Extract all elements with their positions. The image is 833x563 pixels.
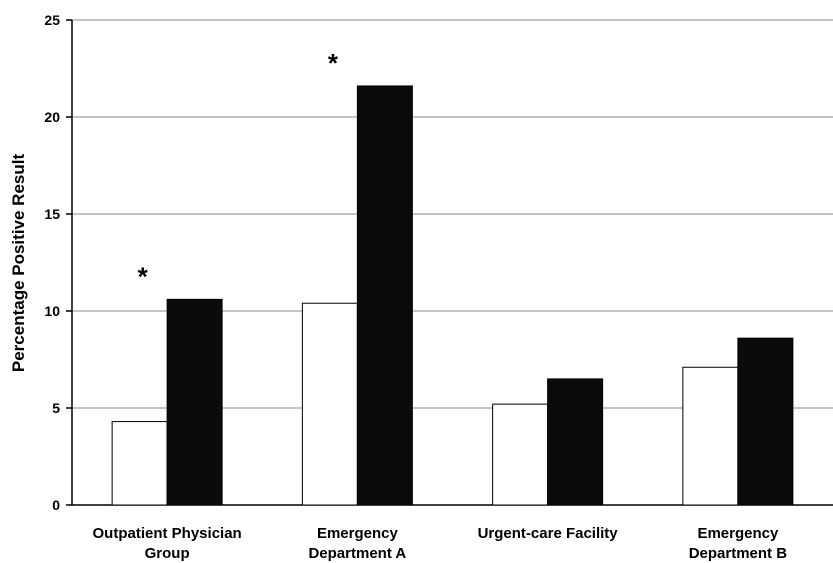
bar (166, 298, 223, 506)
bar (737, 337, 794, 506)
bar (547, 378, 604, 506)
category-label: Group (145, 545, 190, 562)
category-labels: Outpatient Physician Group Emergency Depart… (93, 525, 788, 562)
bar (492, 403, 549, 506)
significance-marker: * (328, 48, 339, 78)
category-label: Emergency (697, 525, 779, 542)
category-label: Department B (689, 545, 788, 562)
category-label: Emergency (317, 525, 399, 542)
y-tick-label: 10 (44, 303, 60, 319)
category-label: Urgent-care Facility (478, 525, 619, 542)
category-label: Outpatient Physician (93, 525, 242, 542)
y-tick-label: 20 (44, 109, 60, 125)
y-tick-label: 15 (44, 206, 60, 222)
significance-marker: * (138, 261, 149, 291)
y-tick-labels: 0 5 10 15 20 25 (44, 12, 60, 513)
y-tick-label: 25 (44, 12, 60, 28)
category-label: Department A (308, 545, 406, 562)
bar (682, 366, 739, 506)
bar (111, 421, 168, 506)
bar (301, 302, 358, 506)
y-tick-label: 0 (52, 497, 60, 513)
bars (111, 85, 794, 506)
bar (356, 85, 413, 506)
y-axis-title: Percentage Positive Result (9, 154, 28, 373)
y-tick-label: 5 (52, 400, 60, 416)
annotations: ** (138, 48, 339, 291)
